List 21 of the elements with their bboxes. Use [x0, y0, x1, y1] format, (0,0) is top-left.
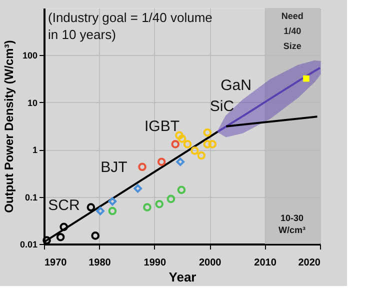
annotation: IGBT — [144, 118, 180, 135]
x-tick-label: 2000 — [198, 258, 222, 268]
annotation: BJT — [100, 159, 128, 176]
x-tick-label: 1970 — [44, 258, 68, 268]
y-axis-title: Output Power Density (W/cm³) — [2, 40, 16, 213]
y-tick-label: 100 — [22, 50, 38, 61]
x-tick-label: 2020 — [298, 258, 321, 268]
x-tick-label: 1980 — [88, 258, 112, 268]
x-axis-title: Year — [168, 270, 196, 284]
annotation: SCR — [48, 197, 80, 214]
x-tick-label: 1990 — [144, 258, 166, 268]
y-tick-label: 0.01 — [20, 240, 38, 250]
annotation: 10-30 W/cm³ — [278, 213, 306, 235]
annotation: GaN — [220, 77, 252, 94]
annotation: SiC — [210, 98, 234, 115]
annotation: (Industry goal = 1/40 volume in 10 years) — [48, 10, 212, 42]
band-label: Need 1/40 Size — [281, 11, 304, 51]
x-tick-label: 2010 — [254, 258, 277, 268]
y-tick-label: 10 — [27, 98, 38, 108]
y-tick-label: 1 — [32, 145, 38, 156]
y-tick-label: 0.1 — [24, 192, 38, 202]
